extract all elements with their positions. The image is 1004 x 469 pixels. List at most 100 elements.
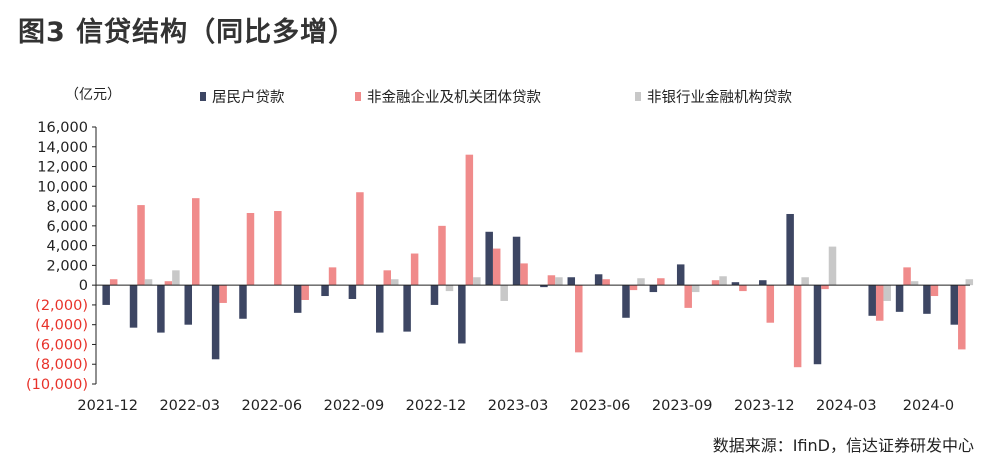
bar-enterprise — [492, 248, 501, 286]
bar-enterprise — [766, 285, 775, 323]
bar-household — [813, 285, 822, 365]
bar-enterprise — [274, 211, 282, 286]
bar-household — [348, 285, 357, 299]
bar-nonbank — [555, 277, 563, 286]
bar-household — [923, 285, 931, 314]
bar-enterprise — [465, 154, 474, 286]
y-tick-label: (10,000) — [26, 377, 88, 393]
x-tick-label: 2023-09 — [652, 398, 713, 414]
legend: 居民户贷款 非金融企业及机关团体贷款 非银行业金融机构贷款 — [0, 86, 1004, 106]
y-tick-label: 0 — [79, 278, 88, 294]
bar-household — [430, 285, 439, 305]
bar-nonbank — [691, 285, 700, 293]
bar-enterprise — [328, 267, 337, 286]
bar-enterprise — [875, 285, 884, 321]
y-tick-label: 12,000 — [37, 160, 88, 176]
bar-household — [157, 285, 165, 333]
x-tick-label: 2023-12 — [734, 398, 795, 414]
bar-enterprise — [219, 285, 227, 303]
bar-nonbank — [801, 277, 809, 286]
legend-swatch-household — [200, 92, 206, 101]
bar-enterprise — [684, 285, 692, 308]
bar-nonbank — [391, 279, 399, 286]
bar-nonbank — [828, 246, 837, 286]
bar-enterprise — [438, 225, 446, 286]
bar-household — [102, 285, 110, 305]
bar-household — [321, 285, 329, 297]
bar-household — [129, 285, 138, 328]
bar-household — [567, 277, 576, 286]
x-tick-label: 2022-09 — [324, 398, 385, 414]
bar-enterprise — [410, 253, 419, 286]
bar-enterprise — [602, 279, 610, 286]
y-tick-label: 14,000 — [37, 140, 88, 156]
bar-enterprise — [301, 285, 309, 300]
y-tick-label: (4,000) — [35, 318, 88, 334]
bar-household — [594, 274, 603, 286]
y-tick-label: 8,000 — [46, 199, 88, 215]
bar-nonbank — [172, 270, 180, 286]
bar-nonbank — [719, 276, 727, 286]
bar-enterprise — [657, 278, 665, 286]
chart-title: 图3 信贷结构（同比多增） — [18, 17, 357, 48]
legend-item-nonbank: 非银行业金融机构贷款 — [635, 86, 792, 107]
x-tick-label: 2024-0 — [903, 398, 954, 414]
bar-enterprise — [958, 285, 966, 350]
bar-nonbank — [965, 279, 974, 286]
bar-household — [540, 285, 548, 288]
bar-enterprise — [903, 267, 911, 286]
bar-nonbank — [144, 279, 153, 286]
bar-household — [895, 285, 904, 312]
y-tick-label: 2,000 — [46, 258, 88, 274]
bar-nonbank — [445, 285, 454, 292]
bar-household — [512, 236, 521, 286]
bar-enterprise — [192, 198, 200, 286]
legend-item-enterprise: 非金融企业及机关团体贷款 — [355, 86, 541, 107]
bar-enterprise — [629, 285, 638, 291]
bar-enterprise — [793, 285, 802, 368]
bar-enterprise — [575, 285, 583, 353]
bar-enterprise — [164, 281, 173, 286]
bar-enterprise — [739, 285, 747, 292]
bar-enterprise — [547, 275, 556, 286]
x-tick-label: 2022-03 — [159, 398, 220, 414]
bar-enterprise — [930, 285, 939, 297]
y-axis-unit: （亿元） — [65, 87, 121, 103]
bar-household — [239, 285, 247, 319]
y-tick-label: 10,000 — [37, 179, 88, 195]
bar-enterprise — [109, 279, 118, 286]
legend-label-household: 居民户贷款 — [212, 90, 285, 106]
bar-enterprise — [356, 192, 364, 286]
bar-household — [786, 213, 794, 286]
y-tick-label: (8,000) — [35, 357, 88, 373]
x-tick-label: 2022-06 — [242, 398, 303, 414]
bar-household — [731, 282, 740, 286]
y-tick-label: (6,000) — [35, 337, 88, 353]
bar-household — [458, 285, 466, 344]
bar-household — [211, 285, 220, 360]
bar-enterprise — [821, 285, 829, 290]
bar-household — [293, 285, 302, 313]
legend-label-enterprise: 非金融企业及机关团体贷款 — [367, 90, 541, 106]
bar-household — [485, 231, 493, 286]
bar-nonbank — [910, 281, 919, 286]
bar-household — [403, 285, 411, 332]
bar-household — [868, 285, 876, 316]
data-source: 数据来源：IfinD，信达证券研发中心 — [712, 436, 974, 455]
bar-nonbank — [473, 277, 481, 286]
legend-swatch-enterprise — [355, 92, 361, 101]
x-tick-label: 2021-12 — [77, 398, 138, 414]
bar-household — [950, 285, 959, 325]
y-tick-label: 4,000 — [46, 239, 88, 255]
bar-household — [759, 280, 767, 286]
bar-household — [622, 285, 630, 318]
y-tick-label: (2,000) — [35, 298, 88, 314]
y-tick-label: 6,000 — [46, 219, 88, 235]
bar-household — [676, 264, 685, 286]
x-tick-label: 2023-06 — [570, 398, 631, 414]
legend-swatch-nonbank — [635, 92, 641, 101]
bar-enterprise — [520, 263, 528, 286]
bar-household — [184, 285, 193, 325]
bar-nonbank — [883, 285, 891, 301]
